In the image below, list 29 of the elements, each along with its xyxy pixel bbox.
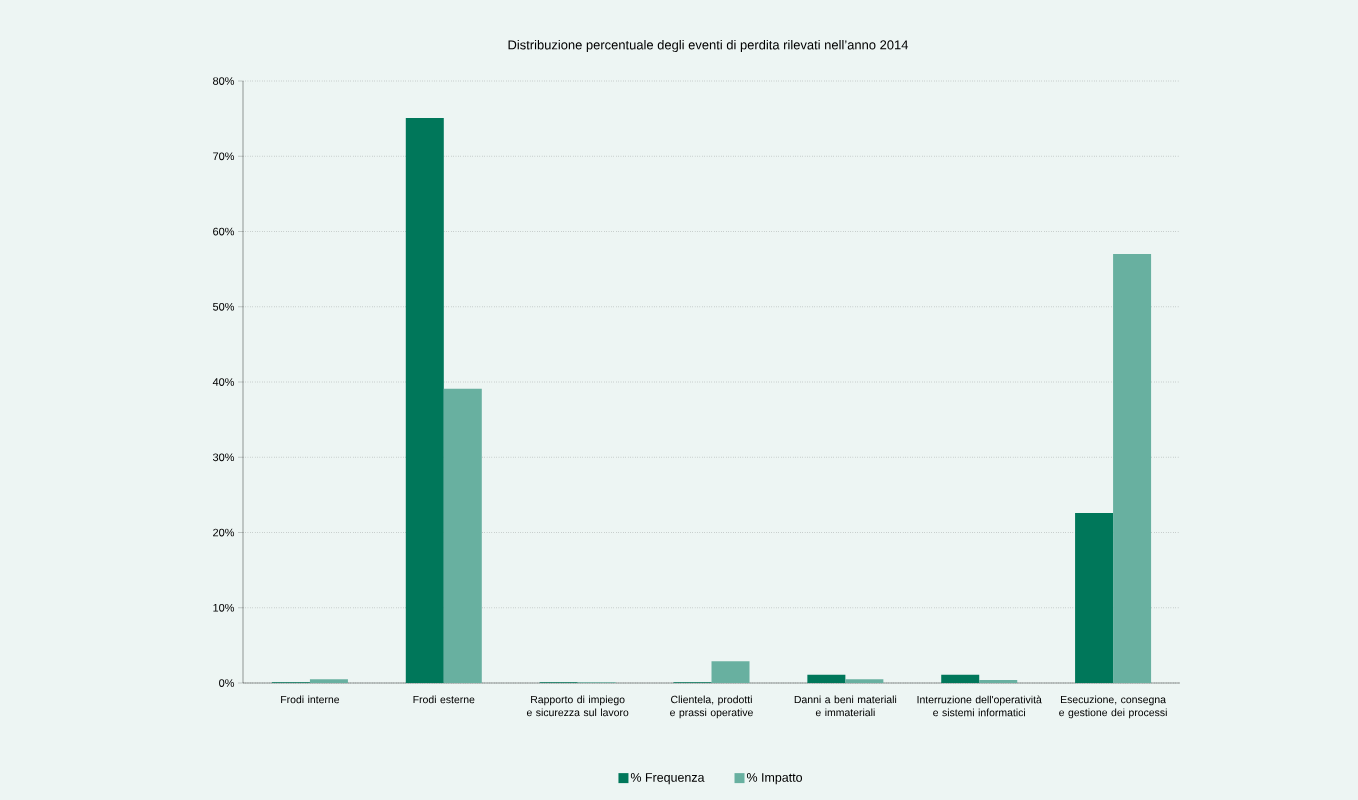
bar (979, 679, 1018, 683)
x-tick-label: Clientela, prodotti e prassi operative (670, 695, 753, 719)
y-tick-label: 20% (213, 528, 235, 537)
bar (711, 661, 750, 683)
bar (405, 117, 444, 683)
y-tick-label: 0% (219, 679, 235, 687)
bar (309, 679, 348, 683)
x-tick-label: Esecuzione, consegna e gestione dei processi (1059, 695, 1167, 719)
bar (1113, 254, 1152, 683)
x-tick-label: Interruzione dell'operatività e sistemi informatici (917, 695, 1042, 717)
bar (941, 674, 980, 683)
legend-label: % Impatto (746, 773, 803, 785)
y-tick-label: 40% (212, 378, 235, 386)
x-tick-label: Frodi esterne (413, 695, 475, 704)
x-tick-label: Frodi interne (281, 695, 340, 704)
legend-label: % Frequenza (630, 773, 705, 785)
x-tick-label: Rapporto di impiego e sicurezza sul lavoro (526, 695, 629, 717)
y-tick-label: 10% (213, 603, 235, 612)
bar (1075, 512, 1114, 683)
x-tick-label: Danni a beni materiali e immateriali (794, 695, 897, 717)
bar (443, 388, 482, 683)
y-tick-label: 50% (212, 302, 235, 311)
chart-title: Distribuzione percentuale degli eventi di perdita rilevati nell’anno 2014 (508, 39, 909, 53)
y-tick-label: 60% (213, 227, 235, 236)
y-tick-label: 80% (213, 77, 235, 85)
bar (807, 674, 846, 683)
bar (845, 679, 884, 683)
y-tick-label: 30% (212, 453, 235, 462)
y-tick-label: 70% (213, 152, 235, 161)
